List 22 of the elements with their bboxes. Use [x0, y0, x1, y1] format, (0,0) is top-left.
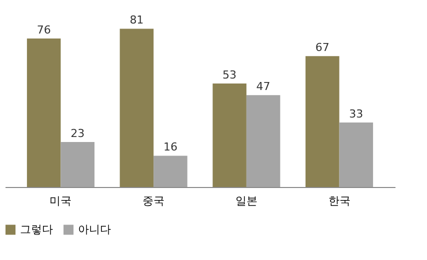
bar — [212, 83, 246, 187]
bar — [60, 142, 94, 187]
bar — [306, 56, 340, 187]
data-label: 76 — [36, 24, 51, 37]
bar — [120, 28, 154, 187]
x-tick-label: 미국 — [50, 194, 72, 208]
x-tick-label: 한국 — [328, 194, 350, 208]
data-label: 23 — [70, 127, 85, 140]
data-label: 47 — [256, 80, 270, 94]
legend-label: 아니다 — [78, 222, 111, 236]
x-tick-label: 중국 — [142, 194, 165, 208]
data-label: 67 — [315, 41, 330, 54]
data-label: 16 — [163, 140, 178, 154]
data-label: 53 — [222, 68, 237, 82]
x-tick-label: 일본 — [235, 194, 258, 208]
bar — [339, 122, 374, 187]
legend-label: 그렇다 — [20, 222, 53, 236]
bar — [246, 95, 280, 187]
bar — [154, 156, 188, 187]
data-label: 81 — [130, 14, 144, 27]
data-label: 33 — [349, 108, 364, 121]
bar — [26, 38, 61, 187]
